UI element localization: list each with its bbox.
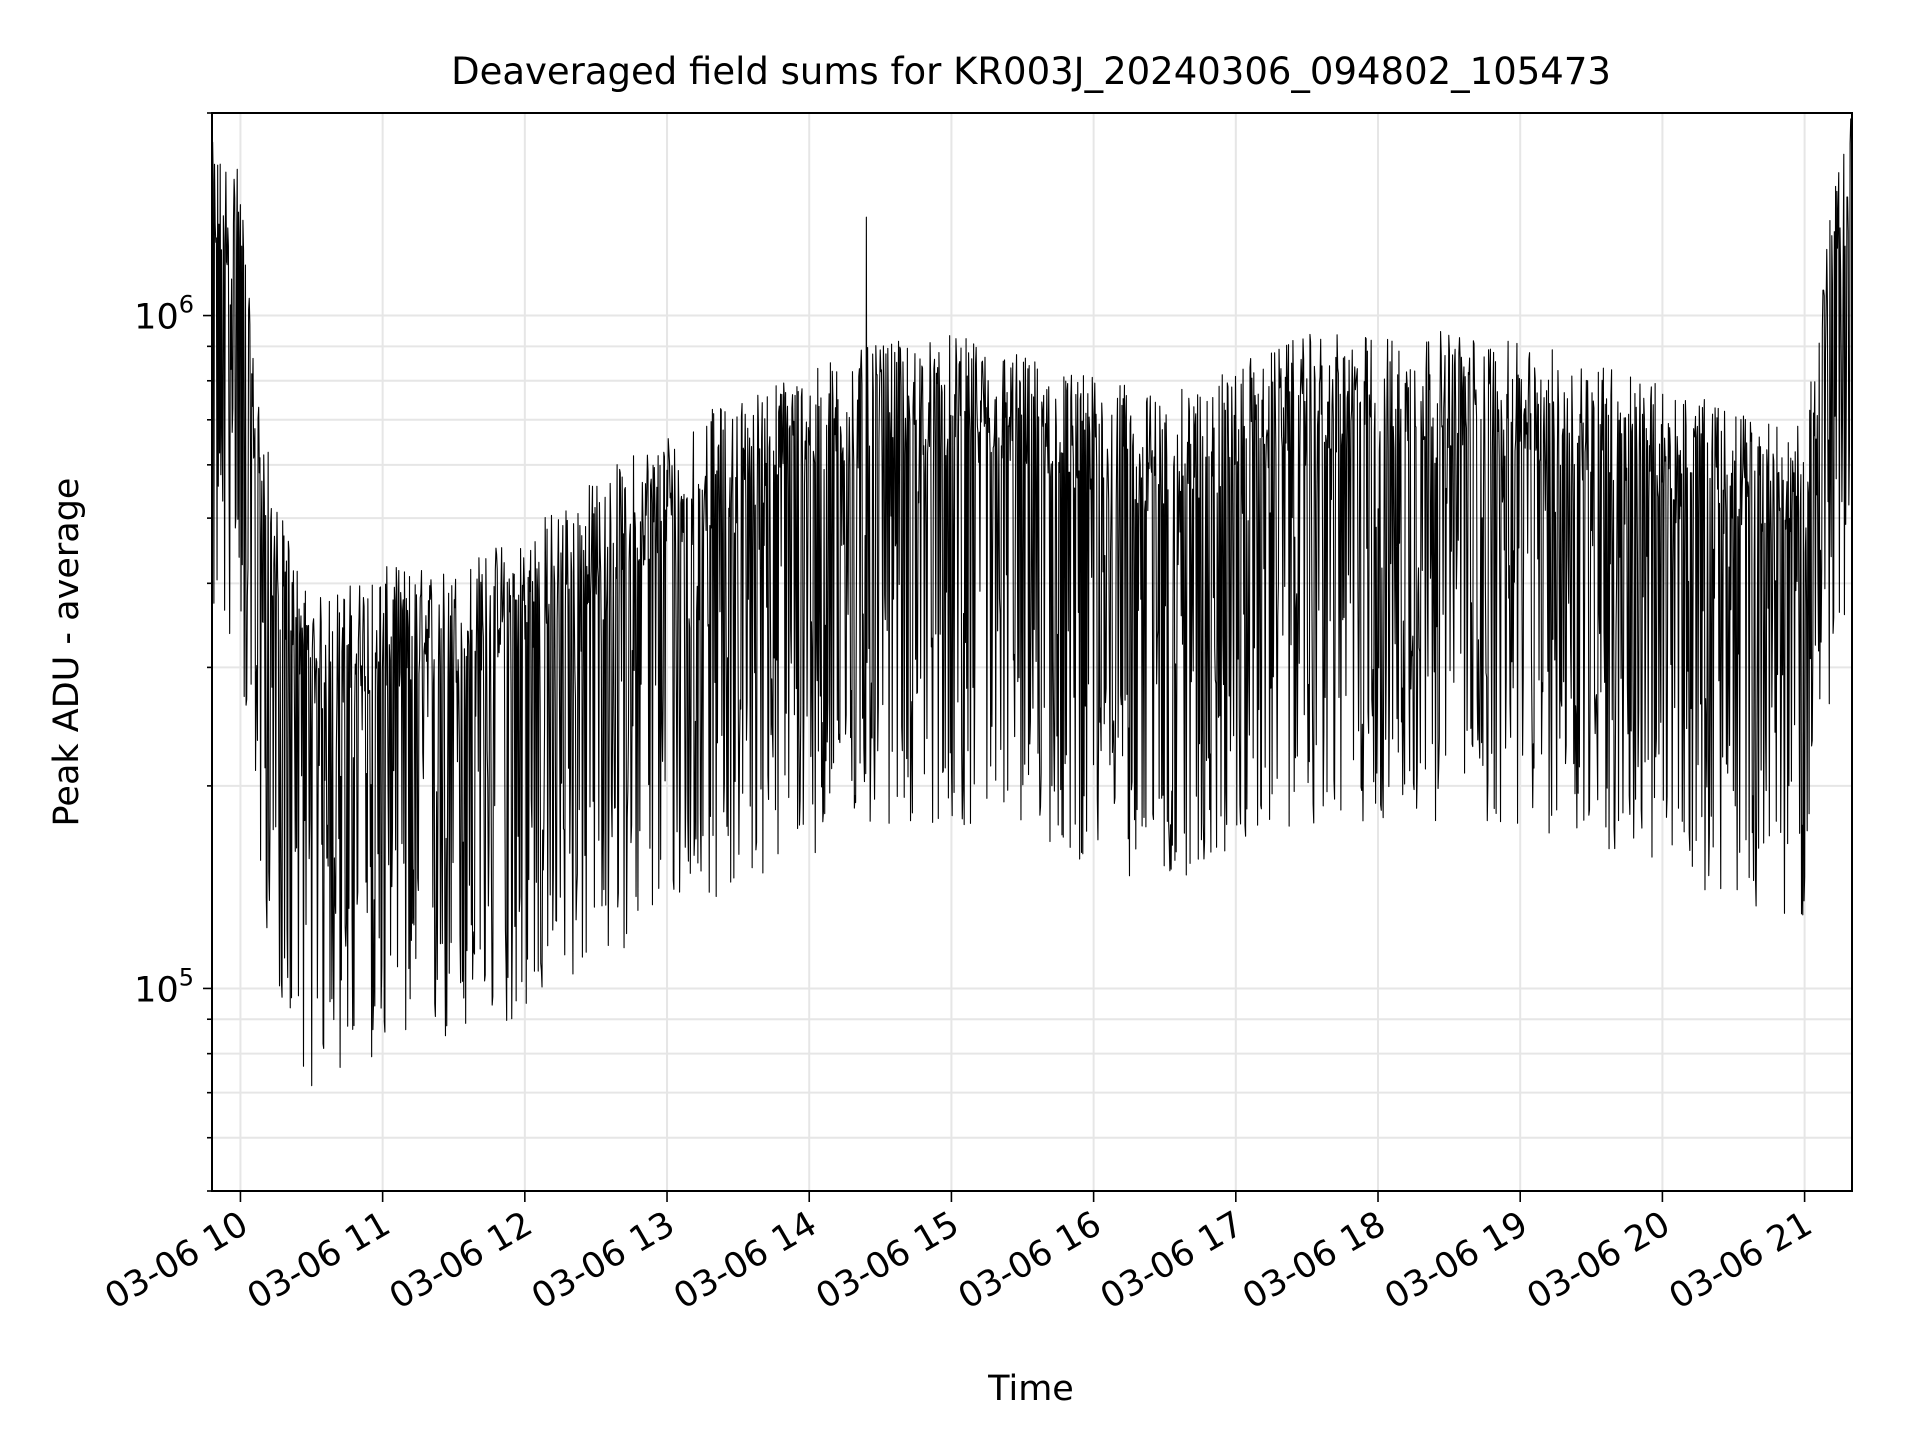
y-axis-label: Peak ADU - average xyxy=(47,478,87,827)
y-tick-label: 106 xyxy=(134,291,194,338)
y-axis: 105 106 xyxy=(134,112,212,1192)
y-tick-label: 105 xyxy=(134,963,194,1010)
x-axis-label: Time xyxy=(987,1369,1074,1409)
series-line xyxy=(211,118,1853,1087)
data-series xyxy=(211,118,1853,1087)
chart-title: Deaveraged field sums for KR003J_2024030… xyxy=(451,50,1611,93)
plot-area-frame xyxy=(211,112,1853,1192)
